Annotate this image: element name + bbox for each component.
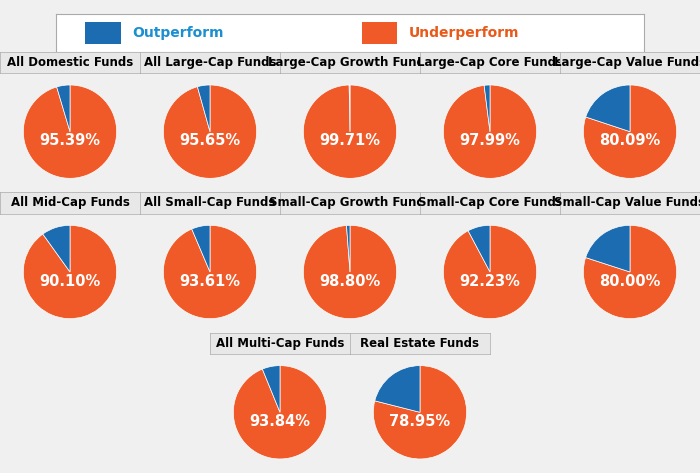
- Text: 93.84%: 93.84%: [249, 414, 311, 429]
- FancyBboxPatch shape: [85, 22, 120, 44]
- Text: 95.39%: 95.39%: [39, 133, 101, 149]
- Wedge shape: [468, 225, 490, 272]
- Text: All Multi-Cap Funds: All Multi-Cap Funds: [216, 337, 344, 350]
- Text: Real Estate Funds: Real Estate Funds: [360, 337, 480, 350]
- Text: 93.61%: 93.61%: [179, 274, 241, 289]
- Wedge shape: [163, 85, 257, 178]
- Text: Small-Cap Value Funds: Small-Cap Value Funds: [554, 196, 700, 210]
- Wedge shape: [303, 225, 397, 319]
- Text: 80.00%: 80.00%: [599, 274, 661, 289]
- Text: 80.09%: 80.09%: [599, 133, 661, 149]
- Wedge shape: [583, 225, 677, 319]
- FancyBboxPatch shape: [362, 22, 397, 44]
- Wedge shape: [23, 85, 117, 178]
- Text: All Mid-Cap Funds: All Mid-Cap Funds: [10, 196, 130, 210]
- Text: All Small-Cap Funds: All Small-Cap Funds: [144, 196, 276, 210]
- Wedge shape: [192, 225, 210, 272]
- Wedge shape: [586, 225, 630, 272]
- Text: 78.95%: 78.95%: [389, 414, 451, 429]
- Wedge shape: [23, 225, 117, 319]
- Text: 99.71%: 99.71%: [319, 133, 381, 149]
- Text: Large-Cap Core Funds: Large-Cap Core Funds: [417, 56, 563, 69]
- Wedge shape: [57, 85, 70, 131]
- Wedge shape: [374, 366, 420, 412]
- Text: All Large-Cap Funds: All Large-Cap Funds: [144, 56, 276, 69]
- Text: 92.23%: 92.23%: [460, 274, 520, 289]
- Text: Small-Cap Growth Funds: Small-Cap Growth Funds: [269, 196, 431, 210]
- Text: 90.10%: 90.10%: [39, 274, 101, 289]
- Text: Small-Cap Core Funds: Small-Cap Core Funds: [418, 196, 562, 210]
- Wedge shape: [43, 225, 70, 272]
- Wedge shape: [197, 85, 210, 131]
- Wedge shape: [262, 366, 280, 412]
- Text: Large-Cap Value Funds: Large-Cap Value Funds: [554, 56, 700, 69]
- Wedge shape: [233, 366, 327, 459]
- Text: Large-Cap Growth Funds: Large-Cap Growth Funds: [268, 56, 432, 69]
- Text: Underperform: Underperform: [409, 26, 519, 40]
- Wedge shape: [373, 366, 467, 459]
- Wedge shape: [484, 85, 490, 131]
- Wedge shape: [583, 85, 677, 178]
- Wedge shape: [349, 85, 350, 131]
- Text: All Domestic Funds: All Domestic Funds: [7, 56, 133, 69]
- Wedge shape: [586, 85, 630, 131]
- Text: 97.99%: 97.99%: [460, 133, 520, 149]
- Text: 98.80%: 98.80%: [319, 274, 381, 289]
- Wedge shape: [163, 225, 257, 319]
- Wedge shape: [303, 85, 397, 178]
- Text: 95.65%: 95.65%: [179, 133, 241, 149]
- Wedge shape: [443, 85, 537, 178]
- Text: Outperform: Outperform: [132, 26, 224, 40]
- Wedge shape: [443, 225, 537, 319]
- Wedge shape: [346, 225, 350, 272]
